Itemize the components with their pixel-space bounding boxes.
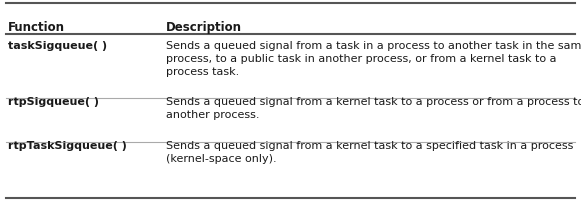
- Text: Sends a queued signal from a kernel task to a specified task in a process
(kerne: Sends a queued signal from a kernel task…: [166, 141, 573, 164]
- Text: Sends a queued signal from a task in a process to another task in the same
proce: Sends a queued signal from a task in a p…: [166, 41, 581, 77]
- Text: taskSigqueue( ): taskSigqueue( ): [8, 41, 107, 52]
- Text: Function: Function: [8, 21, 65, 34]
- Text: Description: Description: [166, 21, 242, 34]
- Text: rtpSigqueue( ): rtpSigqueue( ): [8, 97, 99, 107]
- Text: rtpTaskSigqueue( ): rtpTaskSigqueue( ): [8, 141, 127, 152]
- Text: Sends a queued signal from a kernel task to a process or from a process to
anoth: Sends a queued signal from a kernel task…: [166, 97, 581, 120]
